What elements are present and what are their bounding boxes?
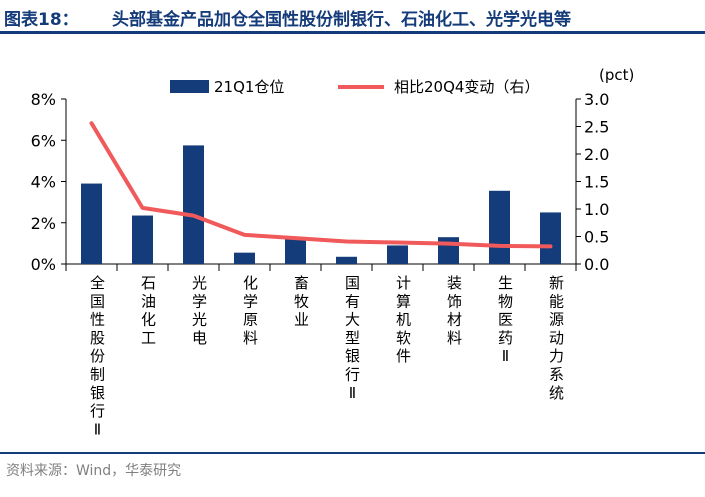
legend-bar-swatch bbox=[170, 80, 209, 93]
change-point-2 bbox=[141, 206, 144, 210]
bar-6 bbox=[336, 256, 357, 264]
change-point-10 bbox=[549, 244, 552, 248]
change-point-1 bbox=[90, 121, 93, 125]
change-point-9 bbox=[498, 244, 501, 248]
bar-2 bbox=[132, 215, 153, 264]
left-axis-tick-label: 2% bbox=[31, 214, 56, 233]
combo-chart: 0% 2% 4% 6% 8% 0.0 0.5 1.0 1.5 2.0 2.5 3.0 (pct) 全国性股… bbox=[31, 66, 635, 438]
bar-5 bbox=[285, 237, 306, 264]
figure-title-bar: 图表18： 头部基金产品加仓全国性股份制银行、石油化工、光学光电等 bbox=[0, 0, 705, 34]
category-label: 国有大型银行 Ⅱ bbox=[345, 274, 360, 402]
right-axis-tick-label: 3.0 bbox=[584, 90, 609, 109]
category-label: 生物医药 Ⅱ bbox=[498, 274, 513, 365]
source-divider bbox=[0, 452, 705, 454]
left-axis-tick-label: 6% bbox=[31, 131, 56, 150]
right-axis-tick-label: 2.0 bbox=[584, 145, 609, 164]
figure-label: 图表18： bbox=[4, 10, 79, 30]
change-point-3 bbox=[192, 214, 195, 218]
right-axis-tick-label: 0.5 bbox=[584, 228, 609, 247]
category-label: 计算机软件 bbox=[396, 274, 411, 365]
bar-10 bbox=[540, 212, 561, 264]
left-axis-tick-label: 4% bbox=[31, 173, 56, 192]
right-axis-tick-label: 1.0 bbox=[584, 200, 609, 219]
change-point-7 bbox=[396, 241, 399, 245]
right-axis-tick-label: 0.0 bbox=[584, 255, 609, 274]
left-axis-tick-label: 0% bbox=[31, 255, 56, 274]
bar-9 bbox=[489, 190, 510, 264]
change-point-8 bbox=[447, 242, 450, 246]
bar-4 bbox=[234, 252, 255, 264]
legend-line-label: 相比20Q4变动（右） bbox=[394, 78, 539, 96]
category-label: 畜牧业 bbox=[294, 274, 309, 329]
bar-3 bbox=[183, 145, 204, 264]
category-label: 全国性股份制银行 Ⅱ bbox=[90, 274, 105, 438]
figure-title: 头部基金产品加仓全国性股份制银行、石油化工、光学光电等 bbox=[112, 10, 571, 30]
category-label: 化学原料 bbox=[243, 274, 258, 347]
right-axis-tick-label: 1.5 bbox=[584, 173, 609, 192]
change-point-5 bbox=[294, 236, 297, 240]
bar-8 bbox=[438, 237, 459, 264]
legend-bar-label: 21Q1仓位 bbox=[214, 78, 284, 96]
change-point-4 bbox=[243, 233, 246, 237]
left-axis-tick-label: 8% bbox=[31, 90, 56, 109]
change-line bbox=[89, 121, 553, 249]
category-label: 新能源动力系统 bbox=[549, 274, 564, 402]
right-axis-tick-label: 2.5 bbox=[584, 118, 609, 137]
category-label: 装饰材料 bbox=[447, 274, 462, 347]
source-note: 资料来源：Wind，华泰研究 bbox=[6, 463, 182, 479]
right-axis-unit: (pct) bbox=[599, 66, 634, 84]
bar-7 bbox=[387, 245, 408, 264]
change-point-6 bbox=[345, 239, 348, 243]
bar-1 bbox=[81, 183, 102, 264]
category-label: 石油化工 bbox=[141, 274, 156, 347]
category-label: 光学光电 bbox=[192, 274, 207, 347]
